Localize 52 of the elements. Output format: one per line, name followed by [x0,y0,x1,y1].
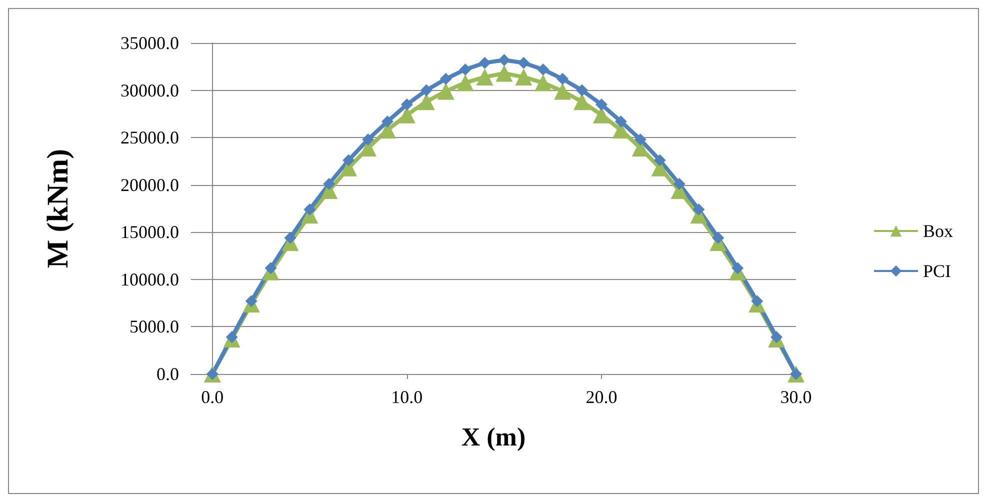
point [673,178,686,190]
point [437,82,454,100]
x-tick-label: 0.0 [201,387,224,407]
point [342,154,355,166]
point [264,262,277,274]
point [459,63,472,76]
point [712,232,724,244]
y-tick-label: 25000.0 [120,128,179,148]
point [420,84,432,96]
y-tick-label: 0.0 [156,364,179,384]
y-axis-title: M (kNm) [42,148,74,268]
point [284,232,296,244]
point [323,178,336,190]
point [574,93,591,110]
point [245,295,258,308]
point [614,115,627,128]
y-tick-label: 10000.0 [120,269,179,290]
legend-label: Box [922,221,954,241]
point [556,72,569,85]
point [400,98,413,110]
point [381,115,394,128]
point [554,82,572,100]
point [304,203,316,216]
y-tick-label: 5000.0 [130,316,179,337]
x-axis-title: X (m) [461,422,526,452]
point [692,203,705,216]
point [576,84,588,96]
point [478,56,491,69]
y-tick-label: 30000.0 [120,80,179,100]
point [456,74,474,92]
point [534,74,552,92]
point [418,93,435,110]
point [634,133,646,146]
point [515,68,532,86]
x-tick-label: 10.0 [391,387,423,407]
point [496,64,513,82]
point [595,98,608,110]
x-tick-label: 30.0 [780,387,812,407]
point [518,56,530,69]
y-tick-label: 35000.0 [120,33,179,53]
point [498,54,510,66]
point [732,262,744,274]
point [362,133,374,146]
x-tick-label: 20.0 [586,387,618,407]
point [654,154,666,166]
point [537,63,550,76]
point [751,295,764,308]
y-tick-label: 15000.0 [120,222,179,242]
point [476,68,494,86]
y-tick-label: 20000.0 [120,174,179,195]
point [440,72,452,85]
legend-label: PCI [922,261,952,281]
